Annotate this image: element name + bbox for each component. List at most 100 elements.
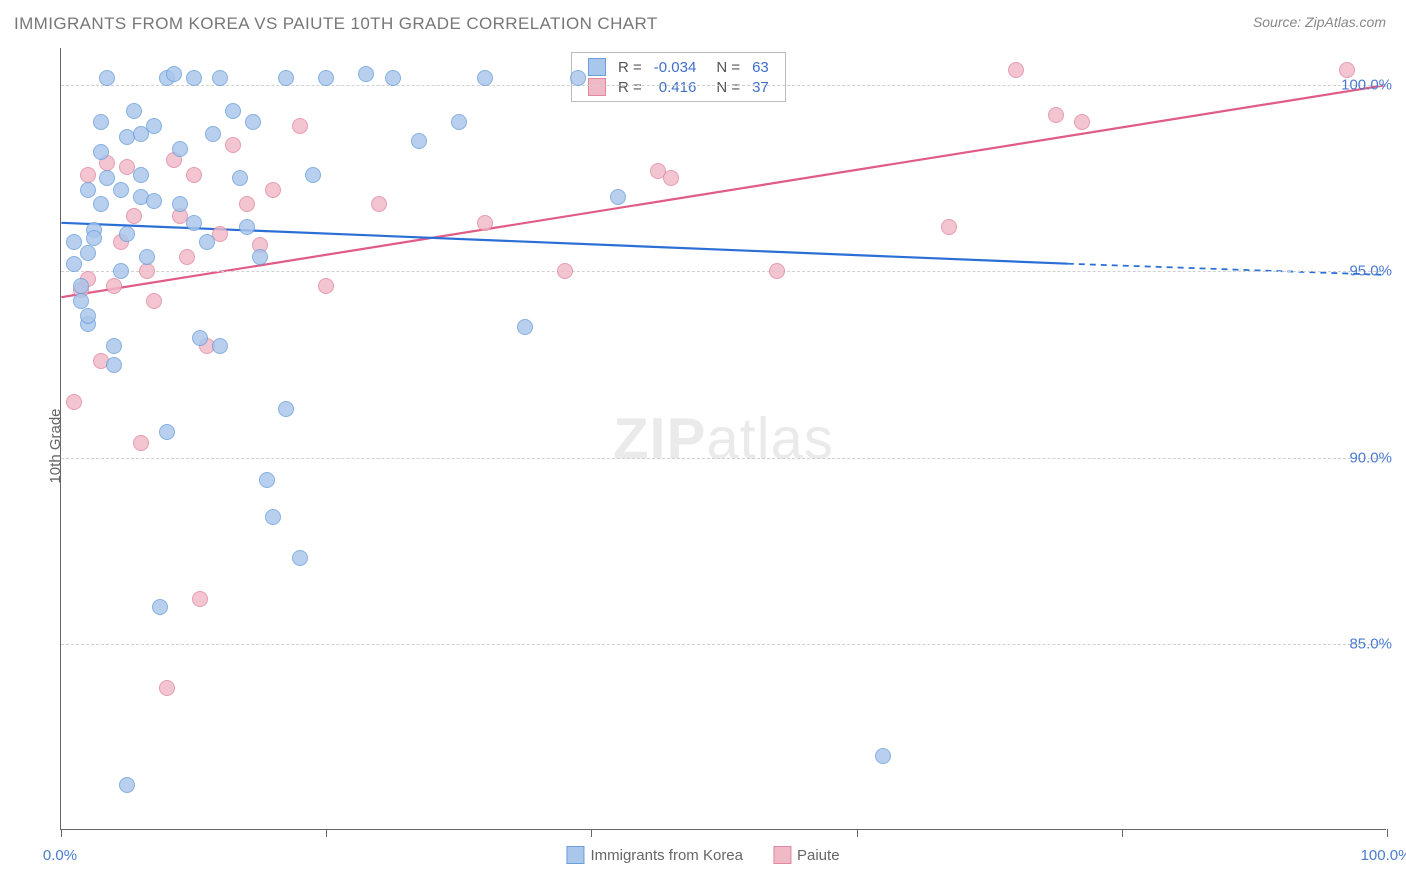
scatter-point-b	[769, 263, 785, 279]
scatter-point-a	[146, 193, 162, 209]
scatter-point-a	[119, 777, 135, 793]
scatter-point-a	[232, 170, 248, 186]
scatter-point-a	[385, 70, 401, 86]
scatter-point-a	[265, 509, 281, 525]
plot-area: ZIPatlas R = -0.034 N = 63 R = 0.416 N =…	[60, 48, 1386, 830]
scatter-point-a	[139, 249, 155, 265]
scatter-point-a	[113, 263, 129, 279]
scatter-point-b	[941, 219, 957, 235]
scatter-point-a	[80, 308, 96, 324]
scatter-point-a	[113, 182, 129, 198]
scatter-point-a	[259, 472, 275, 488]
chart-title: IMMIGRANTS FROM KOREA VS PAIUTE 10TH GRA…	[14, 14, 658, 34]
legend-label-a: Immigrants from Korea	[590, 847, 743, 864]
legend-box-b	[773, 846, 791, 864]
stats-swatch-a	[588, 58, 606, 76]
gridline-h	[61, 85, 1386, 86]
stats-row-a: R = -0.034 N = 63	[582, 57, 775, 77]
scatter-point-a	[451, 114, 467, 130]
scatter-point-a	[358, 66, 374, 82]
scatter-point-a	[159, 424, 175, 440]
scatter-point-a	[80, 245, 96, 261]
scatter-point-a	[80, 182, 96, 198]
scatter-point-a	[66, 256, 82, 272]
scatter-point-a	[517, 319, 533, 335]
scatter-point-a	[192, 330, 208, 346]
stats-row-b: R = 0.416 N = 37	[582, 77, 775, 97]
scatter-point-b	[133, 435, 149, 451]
scatter-point-b	[192, 591, 208, 607]
scatter-point-a	[199, 234, 215, 250]
scatter-point-b	[265, 182, 281, 198]
chart-container: IMMIGRANTS FROM KOREA VS PAIUTE 10TH GRA…	[0, 0, 1406, 892]
scatter-point-b	[80, 167, 96, 183]
source-label: Source: ZipAtlas.com	[1253, 14, 1386, 30]
stats-R-b: 0.416	[648, 77, 703, 97]
scatter-point-a	[126, 103, 142, 119]
scatter-point-a	[152, 599, 168, 615]
scatter-point-a	[119, 226, 135, 242]
stats-R-label: R =	[612, 77, 648, 97]
scatter-point-a	[278, 401, 294, 417]
scatter-point-a	[93, 144, 109, 160]
tick-x	[61, 829, 62, 837]
y-tick-label: 90.0%	[1349, 449, 1392, 466]
tick-x	[326, 829, 327, 837]
stats-R-label: R =	[612, 57, 648, 77]
scatter-point-a	[73, 293, 89, 309]
scatter-point-b	[139, 263, 155, 279]
watermark-zip: ZIP	[613, 406, 706, 471]
scatter-point-b	[292, 118, 308, 134]
legend-item-b: Paiute	[773, 846, 840, 864]
y-tick-label: 85.0%	[1349, 635, 1392, 652]
scatter-point-a	[205, 126, 221, 142]
scatter-point-a	[318, 70, 334, 86]
scatter-point-b	[186, 167, 202, 183]
scatter-point-a	[146, 118, 162, 134]
scatter-point-a	[212, 70, 228, 86]
scatter-point-a	[166, 66, 182, 82]
y-tick-label: 100.0%	[1341, 77, 1392, 94]
scatter-point-a	[225, 103, 241, 119]
scatter-point-b	[663, 170, 679, 186]
scatter-point-b	[106, 278, 122, 294]
legend-label-b: Paiute	[797, 847, 840, 864]
scatter-point-b	[318, 278, 334, 294]
stats-box: R = -0.034 N = 63 R = 0.416 N = 37	[571, 52, 786, 102]
tick-x	[591, 829, 592, 837]
legend-box-a	[566, 846, 584, 864]
scatter-point-a	[66, 234, 82, 250]
scatter-point-a	[570, 70, 586, 86]
scatter-point-b	[1048, 107, 1064, 123]
scatter-point-a	[411, 133, 427, 149]
gridline-h	[61, 271, 1386, 272]
scatter-point-a	[212, 338, 228, 354]
scatter-point-a	[106, 338, 122, 354]
stats-N-a: 63	[746, 57, 775, 77]
trend-line	[61, 85, 1385, 297]
scatter-point-b	[126, 208, 142, 224]
scatter-point-a	[106, 357, 122, 373]
tick-x	[1122, 829, 1123, 837]
stats-N-label: N =	[702, 57, 746, 77]
scatter-point-b	[371, 196, 387, 212]
tick-x	[1387, 829, 1388, 837]
scatter-point-b	[179, 249, 195, 265]
scatter-point-a	[292, 550, 308, 566]
scatter-point-b	[66, 394, 82, 410]
watermark: ZIPatlas	[613, 405, 834, 472]
scatter-point-a	[610, 189, 626, 205]
scatter-point-b	[557, 263, 573, 279]
scatter-point-a	[186, 215, 202, 231]
scatter-point-a	[278, 70, 294, 86]
scatter-point-b	[146, 293, 162, 309]
y-tick-label: 95.0%	[1349, 263, 1392, 280]
legend-item-a: Immigrants from Korea	[566, 846, 743, 864]
stats-R-a: -0.034	[648, 57, 703, 77]
scatter-point-a	[875, 748, 891, 764]
scatter-point-a	[86, 230, 102, 246]
scatter-point-b	[1008, 62, 1024, 78]
scatter-point-a	[186, 70, 202, 86]
x-tick-label: 100.0%	[1361, 847, 1406, 864]
scatter-point-a	[73, 278, 89, 294]
